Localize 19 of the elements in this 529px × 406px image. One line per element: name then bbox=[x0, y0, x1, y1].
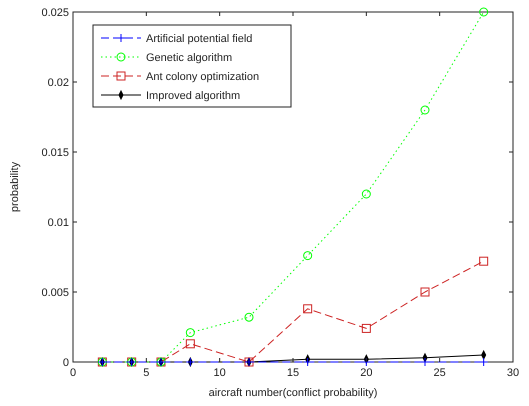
x-tick-label: 20 bbox=[360, 367, 372, 379]
x-tick-label: 5 bbox=[143, 367, 150, 379]
legend-label: Ant colony optimization bbox=[146, 71, 260, 83]
x-axis-title: aircraft number(conflict probability) bbox=[208, 387, 378, 399]
y-tick-label: 0 bbox=[62, 357, 69, 369]
y-tick-label: 0.015 bbox=[41, 147, 69, 159]
legend-label: Improved algorithm bbox=[146, 90, 240, 102]
x-tick-label: 30 bbox=[506, 367, 520, 379]
y-axis-title: probability bbox=[9, 161, 21, 212]
legend-label: Artificial potential field bbox=[146, 33, 252, 45]
y-tick-label: 0.01 bbox=[48, 217, 69, 229]
y-tick-label: 0.005 bbox=[41, 287, 69, 299]
legend-label: Genetic algorithm bbox=[146, 52, 232, 64]
y-tick-label: 0.025 bbox=[41, 7, 69, 19]
x-tick-label: 0 bbox=[70, 367, 76, 379]
x-tick-label: 15 bbox=[286, 367, 300, 379]
y-tick-label: 0.02 bbox=[48, 77, 69, 89]
x-tick-label: 10 bbox=[214, 367, 226, 379]
x-tick-label: 25 bbox=[434, 367, 446, 379]
